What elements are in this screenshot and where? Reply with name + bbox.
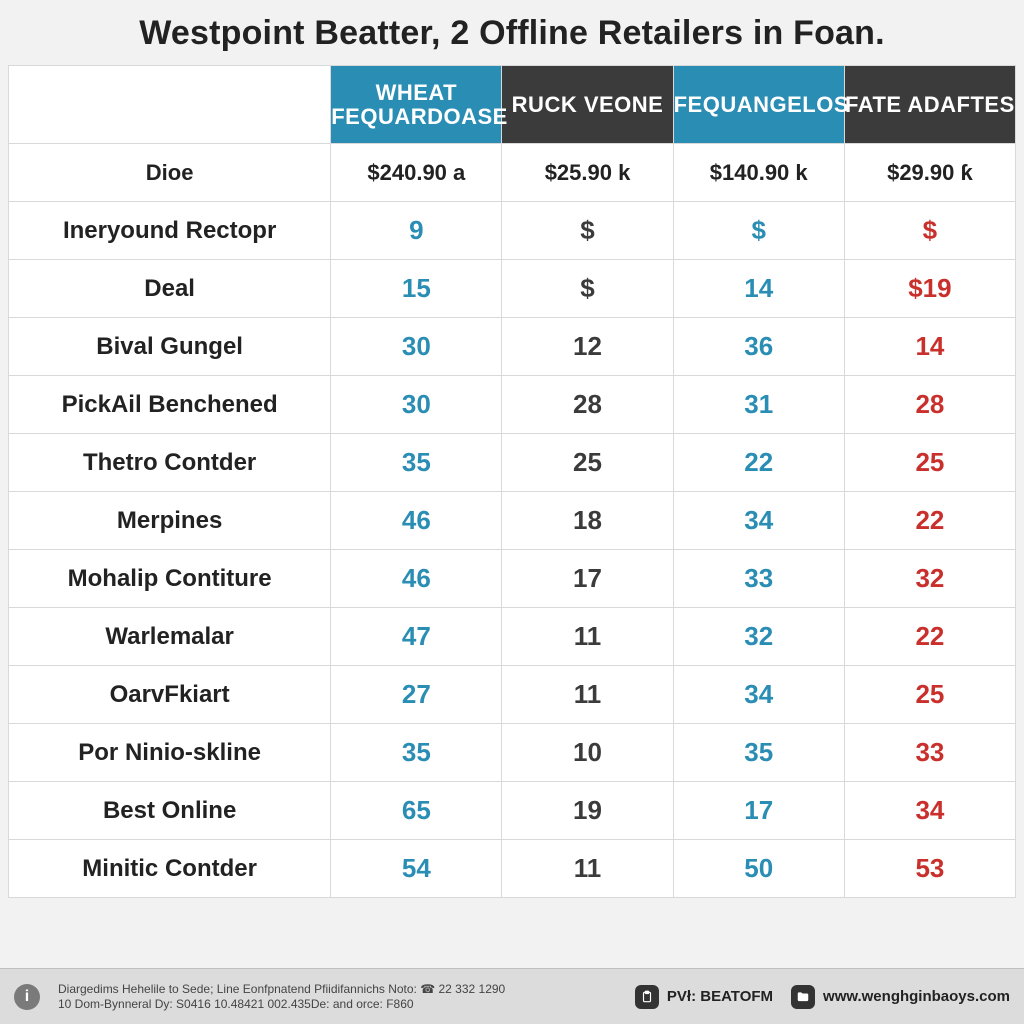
- value-cell: 32: [673, 608, 844, 666]
- value-cell: 15: [331, 260, 502, 318]
- table-header-col2: RUCK VEONE: [502, 66, 673, 144]
- value-cell: 35: [673, 724, 844, 782]
- value-cell: 65: [331, 782, 502, 840]
- folder-icon: [791, 985, 815, 1009]
- table-row: PickAil Benchened30283128: [9, 376, 1016, 434]
- value-cell: $19: [844, 260, 1015, 318]
- value-cell: 25: [844, 666, 1015, 724]
- price-cell: $240.90 a: [331, 144, 502, 202]
- page-title: Westpoint Beatter, 2 Offline Retailers i…: [0, 0, 1024, 65]
- value-cell: 14: [844, 318, 1015, 376]
- value-cell: 28: [844, 376, 1015, 434]
- table-row: OarvFkiart27113425: [9, 666, 1016, 724]
- row-label: Por Ninio-skline: [9, 724, 331, 782]
- value-cell: 35: [331, 434, 502, 492]
- value-cell: 17: [502, 550, 673, 608]
- value-cell: 34: [673, 492, 844, 550]
- table-row: Mohalip Contiture46173332: [9, 550, 1016, 608]
- footer-site-label: www.wenghginbaoys.com: [823, 988, 1010, 1005]
- table-row: Minitic Contder54115053: [9, 840, 1016, 898]
- footer-mid-label: PVł: BEATOFM: [667, 988, 773, 1005]
- value-cell: 12: [502, 318, 673, 376]
- row-label: PickAil Benchened: [9, 376, 331, 434]
- value-cell: 30: [331, 376, 502, 434]
- table-price-row: Dioe$240.90 a$25.90 k$140.90 k$29.90 ƙ: [9, 144, 1016, 202]
- value-cell: 33: [844, 724, 1015, 782]
- value-cell: 30: [331, 318, 502, 376]
- table-header-col1: WHEAT FEQUARDOASE: [331, 66, 502, 144]
- table-row: Best Online65191734: [9, 782, 1016, 840]
- row-label: Minitic Contder: [9, 840, 331, 898]
- value-cell: 54: [331, 840, 502, 898]
- value-cell: 17: [673, 782, 844, 840]
- footer-disclaimer-line2: 10 Dom-Bynneral Dy: S0416 10.48421 002.4…: [58, 997, 617, 1012]
- footer-disclaimer-line1: Diargedims Hehelile to Sede; Line Eonfpn…: [58, 982, 617, 997]
- table-row: Thetro Contder35252225: [9, 434, 1016, 492]
- table-header-col4: FATE ADAFTES: [844, 66, 1015, 144]
- value-cell: 27: [331, 666, 502, 724]
- table-header-row: WHEAT FEQUARDOASE RUCK VEONE FEQUANGELOS…: [9, 66, 1016, 144]
- value-cell: 46: [331, 550, 502, 608]
- footer-mid: PVł: BEATOFM: [635, 985, 773, 1009]
- row-label: OarvFkiart: [9, 666, 331, 724]
- table-row: Deal15$14$19: [9, 260, 1016, 318]
- info-icon: i: [14, 984, 40, 1010]
- table-row: Warlemalar47113222: [9, 608, 1016, 666]
- value-cell: 28: [502, 376, 673, 434]
- value-cell: 31: [673, 376, 844, 434]
- value-cell: 22: [844, 608, 1015, 666]
- row-label: Warlemalar: [9, 608, 331, 666]
- value-cell: 46: [331, 492, 502, 550]
- value-cell: 11: [502, 840, 673, 898]
- value-cell: 50: [673, 840, 844, 898]
- table-row: Por Ninio-skline35103533: [9, 724, 1016, 782]
- value-cell: 36: [673, 318, 844, 376]
- table-header-col3: FEQUANGELOS: [673, 66, 844, 144]
- value-cell: 47: [331, 608, 502, 666]
- value-cell: 14: [673, 260, 844, 318]
- footer-site: www.wenghginbaoys.com: [791, 985, 1010, 1009]
- comparison-table-wrap: WHEAT FEQUARDOASE RUCK VEONE FEQUANGELOS…: [0, 65, 1024, 968]
- value-cell: 18: [502, 492, 673, 550]
- price-row-label: Dioe: [9, 144, 331, 202]
- value-cell: 35: [331, 724, 502, 782]
- value-cell: 53: [844, 840, 1015, 898]
- value-cell: 25: [844, 434, 1015, 492]
- table-row: Merpines46183422: [9, 492, 1016, 550]
- row-label: Best Online: [9, 782, 331, 840]
- value-cell: 11: [502, 666, 673, 724]
- row-label: Ineryound Rectopr: [9, 202, 331, 260]
- table-header-empty: [9, 66, 331, 144]
- footer-bar: i Diargedims Hehelile to Sede; Line Eonf…: [0, 968, 1024, 1024]
- row-label: Mohalip Contiture: [9, 550, 331, 608]
- value-cell: $: [673, 202, 844, 260]
- footer-disclaimer: Diargedims Hehelile to Sede; Line Eonfpn…: [58, 982, 617, 1012]
- comparison-table: WHEAT FEQUARDOASE RUCK VEONE FEQUANGELOS…: [8, 65, 1016, 898]
- value-cell: 34: [673, 666, 844, 724]
- value-cell: 19: [502, 782, 673, 840]
- price-cell: $140.90 k: [673, 144, 844, 202]
- value-cell: $: [844, 202, 1015, 260]
- table-row: Ineryound Rectopr9$$$: [9, 202, 1016, 260]
- value-cell: 9: [331, 202, 502, 260]
- value-cell: 32: [844, 550, 1015, 608]
- value-cell: 11: [502, 608, 673, 666]
- row-label: Deal: [9, 260, 331, 318]
- price-cell: $29.90 ƙ: [844, 144, 1015, 202]
- value-cell: 22: [844, 492, 1015, 550]
- row-label: Bival Gungel: [9, 318, 331, 376]
- row-label: Merpines: [9, 492, 331, 550]
- value-cell: 10: [502, 724, 673, 782]
- value-cell: 33: [673, 550, 844, 608]
- price-cell: $25.90 k: [502, 144, 673, 202]
- row-label: Thetro Contder: [9, 434, 331, 492]
- value-cell: 25: [502, 434, 673, 492]
- value-cell: $: [502, 202, 673, 260]
- value-cell: $: [502, 260, 673, 318]
- value-cell: 22: [673, 434, 844, 492]
- paste-icon: [635, 985, 659, 1009]
- table-row: Bival Gungel30123614: [9, 318, 1016, 376]
- value-cell: 34: [844, 782, 1015, 840]
